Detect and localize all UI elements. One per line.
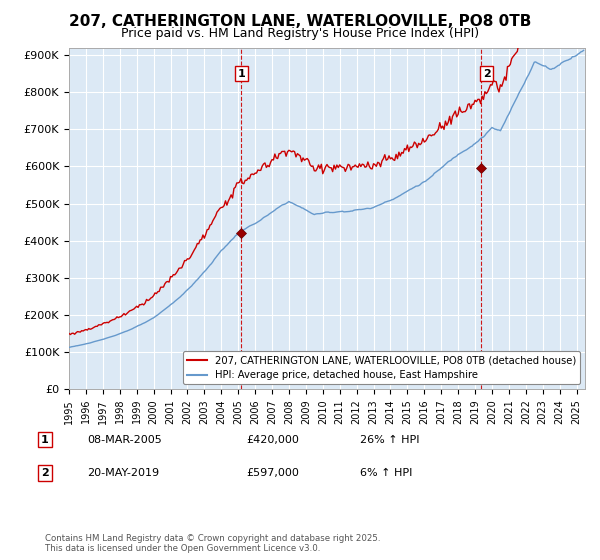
Text: 1: 1 [41,435,49,445]
Text: Price paid vs. HM Land Registry's House Price Index (HPI): Price paid vs. HM Land Registry's House … [121,27,479,40]
Text: £597,000: £597,000 [246,468,299,478]
Text: 26% ↑ HPI: 26% ↑ HPI [360,435,419,445]
Text: 2: 2 [482,68,490,78]
Text: £420,000: £420,000 [246,435,299,445]
Text: 207, CATHERINGTON LANE, WATERLOOVILLE, PO8 0TB: 207, CATHERINGTON LANE, WATERLOOVILLE, P… [69,14,531,29]
Text: Contains HM Land Registry data © Crown copyright and database right 2025.
This d: Contains HM Land Registry data © Crown c… [45,534,380,553]
Legend: 207, CATHERINGTON LANE, WATERLOOVILLE, PO8 0TB (detached house), HPI: Average pr: 207, CATHERINGTON LANE, WATERLOOVILLE, P… [183,351,580,384]
Text: 6% ↑ HPI: 6% ↑ HPI [360,468,412,478]
Text: 08-MAR-2005: 08-MAR-2005 [87,435,162,445]
Text: 1: 1 [238,68,245,78]
Text: 20-MAY-2019: 20-MAY-2019 [87,468,159,478]
Text: 2: 2 [41,468,49,478]
